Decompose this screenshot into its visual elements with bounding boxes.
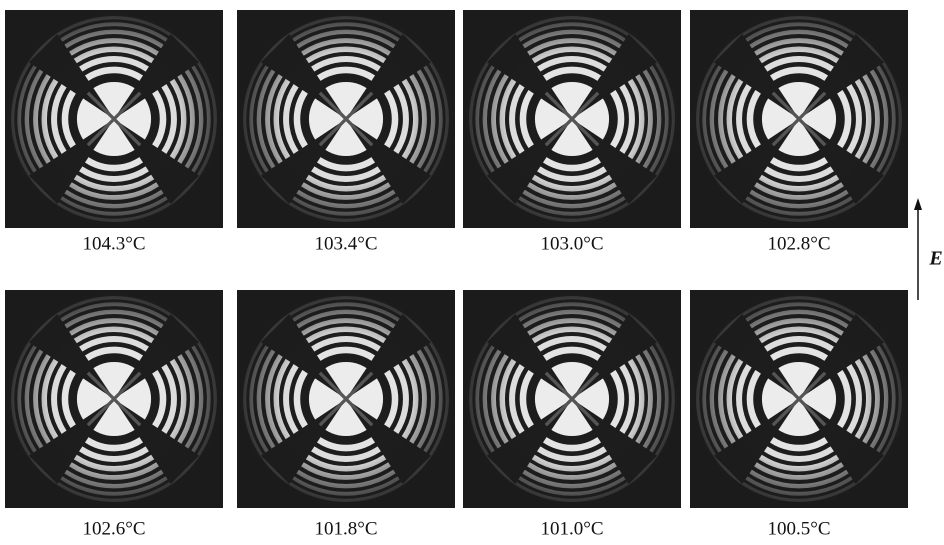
conoscopic-image [690, 290, 908, 508]
panel-grid: 104.3°C 103.4°C 103.0°C 102.8°C 102.6°C 101.8… [5, 10, 908, 539]
temperature-label: 101.8°C [314, 518, 377, 539]
conoscopic-image [690, 10, 908, 228]
temperature-label: 102.8°C [767, 233, 830, 254]
conoscopic-image [237, 10, 455, 228]
conoscopic-image [5, 290, 223, 508]
temperature-label: 103.0°C [540, 233, 603, 254]
field-label: E [928, 248, 942, 270]
temperature-label: 101.0°C [540, 518, 603, 539]
temperature-label: 103.4°C [314, 233, 377, 254]
arrow-head [914, 198, 922, 210]
conoscopic-image [5, 10, 223, 228]
figure: 104.3°C 103.4°C 103.0°C 102.8°C 102.6°C 101.8… [0, 0, 944, 545]
temperature-label: 102.6°C [82, 518, 145, 539]
conoscopic-image [463, 10, 681, 228]
conoscopic-image [237, 290, 455, 508]
temperature-label: 104.3°C [82, 233, 145, 254]
temperature-label: 100.5°C [767, 518, 830, 539]
conoscopic-image [463, 290, 681, 508]
